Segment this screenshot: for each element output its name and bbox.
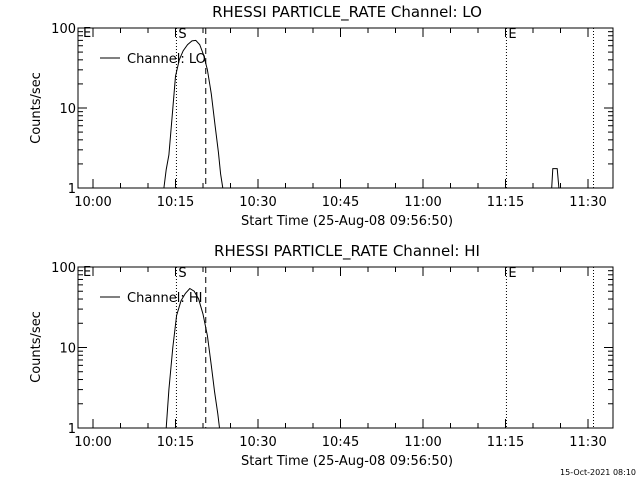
- panel-lo: RHESSI PARTICLE_RATE Channel: LO Start T…: [29, 3, 614, 229]
- x-tick-label: 11:00: [404, 435, 441, 450]
- panel-hi-title: RHESSI PARTICLE_RATE Channel: HI: [214, 242, 480, 261]
- panel-lo-edge-label: E: [83, 26, 91, 41]
- x-tick-label: 11:30: [569, 195, 606, 210]
- x-tick-label: 11:15: [487, 435, 524, 450]
- x-tick-label: 10:15: [157, 195, 194, 210]
- x-tick-label: 10:30: [239, 435, 276, 450]
- panel-hi-legend-label: Channel: HI: [127, 291, 203, 306]
- x-tick-label: 10:00: [74, 195, 111, 210]
- timestamp-stamp: 15-Oct-2021 08:10: [560, 468, 636, 477]
- panel-lo-legend-label: Channel: LO: [127, 52, 206, 67]
- y-tick-label: 100: [51, 261, 76, 276]
- panel-lo-title: RHESSI PARTICLE_RATE Channel: LO: [212, 3, 482, 22]
- y-tick-label: 10: [59, 342, 76, 357]
- panel-hi-edge-label: E: [83, 265, 91, 280]
- panel-hi: RHESSI PARTICLE_RATE Channel: HI Start T…: [29, 242, 614, 469]
- marker-label: E: [508, 27, 516, 42]
- marker-label: S: [178, 27, 186, 42]
- x-tick-label: 10:30: [239, 195, 276, 210]
- x-tick-label: 10:45: [322, 195, 359, 210]
- y-tick-label: 10: [59, 102, 76, 117]
- series-line: [163, 39, 224, 189]
- panel-lo-ylabel: Counts/sec: [29, 72, 44, 144]
- series-line: [551, 168, 560, 189]
- x-tick-label: 10:00: [74, 435, 111, 450]
- marker-label: E: [508, 266, 516, 281]
- series-line: [165, 287, 220, 429]
- marker-label: S: [178, 266, 186, 281]
- y-tick-label: 100: [51, 22, 76, 37]
- x-tick-label: 11:15: [487, 195, 524, 210]
- x-tick-label: 11:00: [404, 195, 441, 210]
- panel-hi-ylabel: Counts/sec: [29, 311, 44, 383]
- y-tick-label: 1: [68, 182, 76, 197]
- x-tick-label: 10:45: [322, 435, 359, 450]
- x-tick-label: 10:15: [157, 435, 194, 450]
- panel-lo-xlabel: Start Time (25-Aug-08 09:56:50): [241, 214, 453, 229]
- x-tick-label: 11:30: [569, 435, 606, 450]
- y-tick-label: 1: [68, 422, 76, 437]
- panel-hi-xlabel: Start Time (25-Aug-08 09:56:50): [241, 454, 453, 469]
